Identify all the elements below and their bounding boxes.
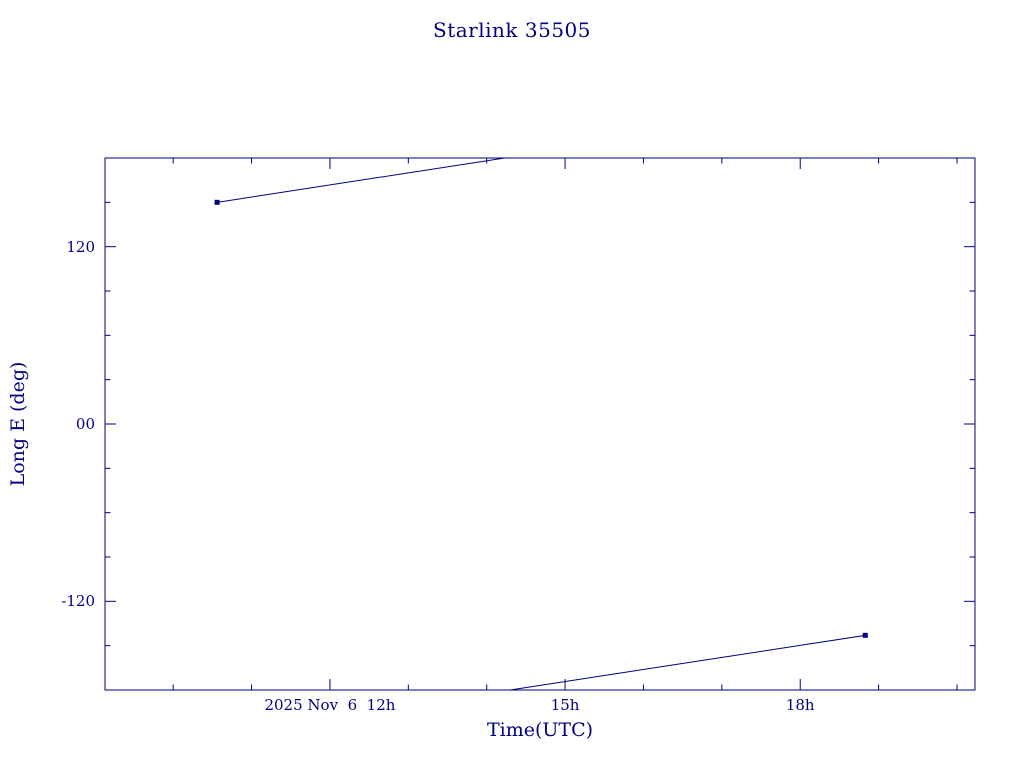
data-point-marker: [214, 199, 220, 205]
x-tick-label: 2025 Nov 6 12h: [264, 696, 396, 714]
axes-frame: [104, 157, 976, 691]
chart-title: Starlink 35505: [433, 18, 591, 42]
y-tick-label: -120: [61, 592, 95, 611]
x-tick-label: 15h: [550, 696, 580, 714]
y-tick-label: 00: [75, 415, 95, 433]
x-axis-title: Time(UTC): [486, 719, 594, 741]
data-point-marker: [862, 632, 868, 638]
y-tick-label: 120: [66, 237, 95, 256]
x-tick-label: 18h: [785, 696, 815, 714]
data-line-segment: [510, 634, 866, 691]
data-line-segment: [217, 157, 505, 203]
